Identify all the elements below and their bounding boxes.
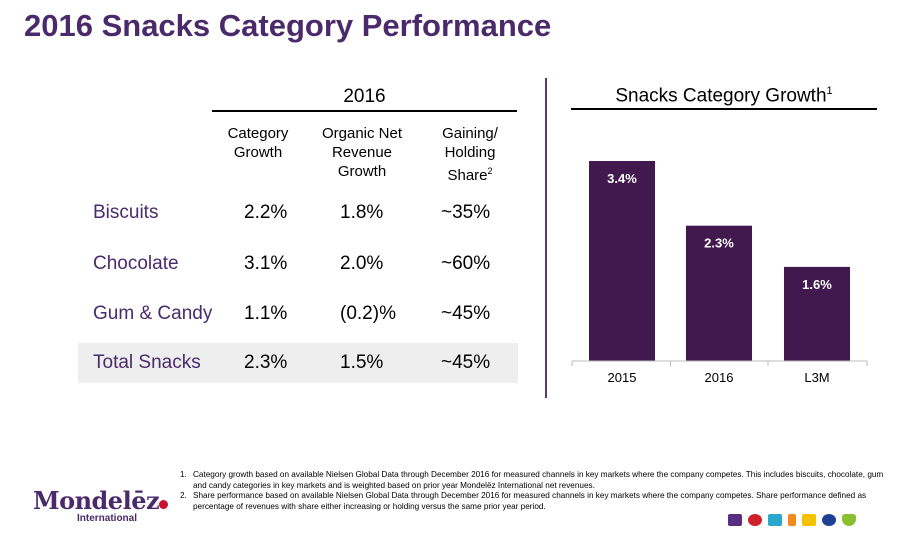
x-tick-label: 2016: [705, 370, 734, 385]
table-row-gum-candy: Gum & Candy 1.1% (0.2)% ~45%: [78, 294, 518, 334]
column-header-line: Gaining/: [442, 125, 498, 142]
bar-l3m: [784, 266, 850, 361]
share-value: ~35%: [441, 202, 491, 223]
coffee-brand-icon: [842, 514, 856, 526]
footnote-text: Category growth based on available Niels…: [193, 470, 884, 490]
column-header-organic-net-revenue-growth: Organic Net Revenue Growth: [312, 124, 412, 181]
footnote-number: 1.: [180, 470, 187, 479]
page-title: 2016 Snacks Category Performance: [24, 8, 552, 43]
footnote-1: 1. Category growth based on available Ni…: [180, 470, 892, 491]
column-header-line: Revenue: [331, 144, 393, 161]
share-value: ~45%: [441, 303, 491, 324]
brand-icons-strip: [728, 514, 856, 526]
column-header-text: Share: [447, 167, 488, 184]
footnote-ref: 2: [487, 166, 493, 176]
logo-dot-icon: [159, 500, 168, 509]
column-header-line: Holding: [444, 144, 496, 161]
onr-growth-value: 1.8%: [340, 202, 384, 223]
bar-2015: [589, 161, 655, 361]
category-growth-value: 2.3%: [244, 352, 288, 373]
table-year-header: 2016: [212, 86, 517, 112]
row-label: Biscuits: [93, 202, 159, 223]
x-tick-label: L3M: [804, 370, 829, 385]
share-value: ~60%: [441, 253, 491, 274]
table-row-total-snacks: Total Snacks 2.3% 1.5% ~45%: [78, 343, 518, 383]
category-growth-value: 1.1%: [244, 303, 288, 324]
bar-chart: 3.4% 2.3% 1.6% 2015 2016 L3M: [571, 161, 868, 385]
table-row-chocolate: Chocolate 3.1% 2.0% ~60%: [78, 244, 518, 284]
footnote-number: 2.: [180, 491, 187, 500]
logo-subtitle: International: [77, 513, 138, 524]
category-growth-value: 3.1%: [244, 253, 288, 274]
onr-growth-value: 1.5%: [340, 352, 384, 373]
footnotes: 1. Category growth based on available Ni…: [180, 470, 892, 512]
data-label: 1.6%: [802, 277, 832, 292]
column-header-line: Growth: [337, 163, 387, 180]
vertical-divider: [545, 78, 547, 398]
column-header-line: Category: [227, 125, 289, 142]
footnote-text: Share performance based on available Nie…: [193, 491, 867, 511]
footnote-ref: 1: [826, 85, 833, 97]
candy-brand-icon: [748, 514, 762, 526]
column-header-category-growth: Category Growth: [218, 124, 298, 162]
column-header-line: Growth: [233, 144, 283, 161]
x-tick-label: 2015: [608, 370, 637, 385]
share-value: ~45%: [441, 352, 491, 373]
onr-growth-value: (0.2)%: [340, 303, 396, 324]
cheese-brand-icon: [802, 514, 816, 526]
data-label: 3.4%: [607, 171, 637, 186]
logo-wordmark: Mondelēz: [33, 486, 160, 515]
oreo-brand-icon: [822, 514, 836, 526]
footnote-2: 2. Share performance based on available …: [180, 491, 892, 512]
column-header-gaining-holding-share: Gaining/ Holding Share2: [430, 124, 510, 185]
category-growth-value: 2.2%: [244, 202, 288, 223]
column-header-line: Share2: [430, 162, 510, 185]
onr-growth-value: 2.0%: [340, 253, 384, 274]
row-label: Gum & Candy: [93, 303, 213, 324]
mondelez-logo: Mondelēz International: [33, 488, 173, 524]
column-header-line: Organic Net: [321, 125, 403, 142]
gum-brand-icon: [768, 514, 782, 526]
chart-title-text: Snacks Category Growth: [615, 85, 827, 107]
table-row-biscuits: Biscuits 2.2% 1.8% ~35%: [78, 193, 518, 233]
drink-brand-icon: [788, 514, 796, 526]
row-label: Total Snacks: [93, 352, 201, 373]
data-label: 2.3%: [704, 236, 734, 251]
milka-brand-icon: [728, 514, 742, 526]
bar-2016: [686, 225, 752, 361]
row-label: Chocolate: [93, 253, 179, 274]
chart-title: Snacks Category Growth1: [571, 85, 877, 111]
